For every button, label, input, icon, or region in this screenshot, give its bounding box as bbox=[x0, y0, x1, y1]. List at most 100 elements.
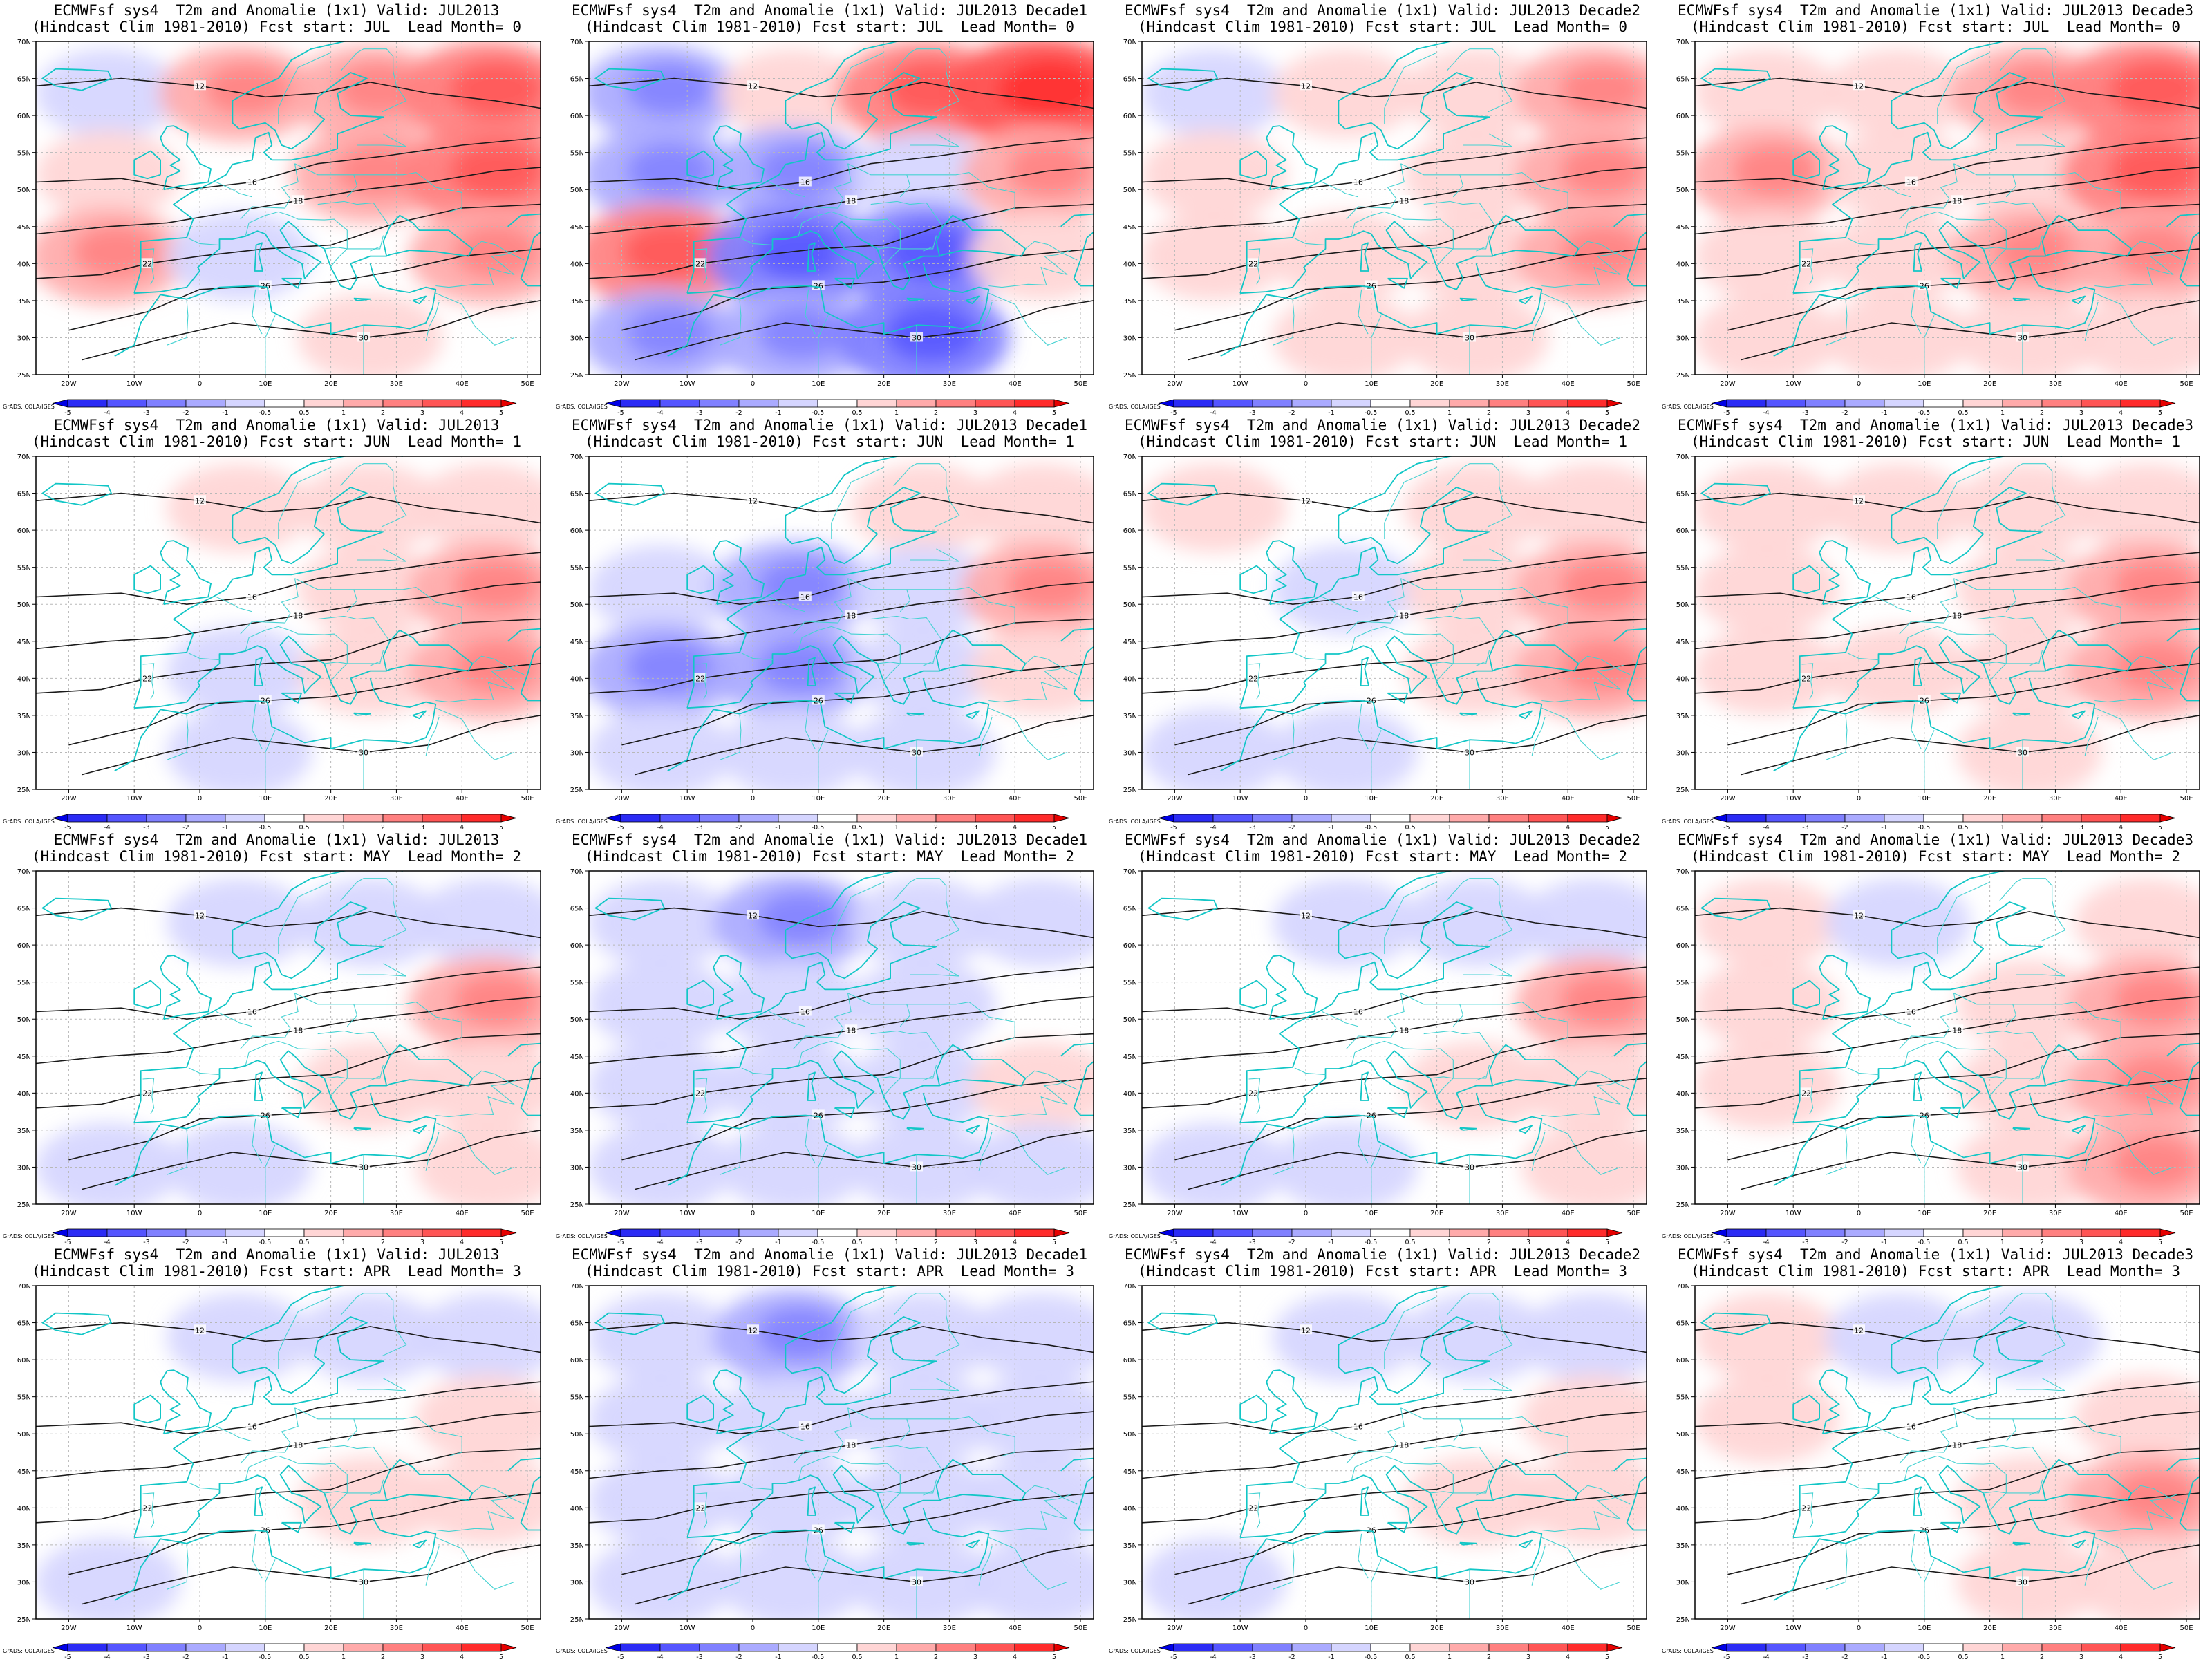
colorbar-label: 3 bbox=[1526, 409, 1530, 415]
lat-label: 40N bbox=[1123, 1505, 1137, 1512]
border-line bbox=[370, 246, 380, 252]
colorbar-label: -4 bbox=[657, 409, 663, 415]
coastline bbox=[807, 1071, 816, 1101]
coastline bbox=[906, 712, 924, 716]
map-figure: 12161822263070N65N60N55N50N45N40N35N30N2… bbox=[1662, 868, 2200, 1244]
lon-label: 20E bbox=[877, 1624, 890, 1632]
anomaly-area bbox=[415, 1041, 541, 1130]
isotherm-label: 22 bbox=[142, 1089, 152, 1098]
border-line bbox=[1430, 1076, 1454, 1096]
colorbar-box bbox=[1923, 1643, 1964, 1652]
colorbar-label: 0.5 bbox=[299, 409, 309, 415]
isotherm-label-bg bbox=[1918, 280, 1931, 290]
lon-label: 10W bbox=[1232, 795, 1248, 803]
lat-label: 30N bbox=[1676, 749, 1690, 757]
isotherm-label: 18 bbox=[1399, 1026, 1409, 1035]
lon-label: 40E bbox=[456, 380, 469, 388]
coastline bbox=[507, 213, 541, 287]
colorbar-label: 2 bbox=[2040, 409, 2044, 415]
border-line bbox=[1371, 315, 1382, 375]
lat-label: 40N bbox=[17, 261, 31, 268]
isotherm-16 bbox=[36, 1381, 541, 1435]
lon-label: 10W bbox=[679, 795, 695, 803]
panel-subtitle: (Hindcast Clim 1981-2010) Fcst start: JU… bbox=[584, 19, 1074, 35]
lat-label: 45N bbox=[1676, 639, 1690, 646]
isotherm-label: 22 bbox=[695, 259, 705, 268]
coastline bbox=[1773, 678, 2096, 771]
lat-label: 25N bbox=[1123, 372, 1137, 379]
border-line bbox=[240, 163, 299, 220]
border-line bbox=[357, 963, 406, 977]
border-line bbox=[1430, 247, 1454, 267]
lat-label: 60N bbox=[1123, 113, 1137, 120]
border-line bbox=[2131, 1485, 2184, 1505]
isotherm-label-bg bbox=[1951, 610, 1964, 620]
lon-label: 30E bbox=[390, 380, 403, 388]
colorbar-box bbox=[1409, 1228, 1450, 1237]
isotherm-22 bbox=[36, 1447, 541, 1524]
colorbar-arrow-left bbox=[1711, 399, 1727, 408]
colorbar-box bbox=[106, 814, 147, 823]
lon-label: 20E bbox=[1983, 380, 1996, 388]
border-line bbox=[2016, 133, 2065, 147]
colorbar-label: -1 bbox=[775, 1653, 781, 1659]
colorbar-label: -0.5 bbox=[1918, 824, 1931, 830]
border-line bbox=[2084, 716, 2099, 756]
border-line bbox=[1875, 181, 1912, 198]
map-figure: 12161822263070N65N60N55N50N45N40N35N30N2… bbox=[556, 39, 1094, 415]
lat-label: 65N bbox=[17, 1320, 31, 1328]
lat-label: 45N bbox=[1123, 1468, 1137, 1476]
colorbar-arrow-left bbox=[52, 814, 68, 823]
colorbar-box bbox=[699, 1643, 740, 1652]
lat-label: 60N bbox=[17, 1357, 31, 1365]
colorbar-box bbox=[1567, 1643, 1608, 1652]
colorbar-label: -3 bbox=[1802, 1653, 1808, 1659]
colorbar-box bbox=[67, 399, 108, 408]
colorbar-box bbox=[382, 1228, 423, 1237]
anomaly-core bbox=[2111, 1470, 2200, 1524]
colorbar-box bbox=[1884, 814, 1924, 823]
border-line bbox=[1351, 1455, 1490, 1494]
panel-subtitle: (Hindcast Clim 1981-2010) Fcst start: JU… bbox=[31, 433, 521, 450]
isotherm-label-bg bbox=[812, 1109, 825, 1120]
isotherm-22 bbox=[1142, 618, 1647, 694]
colorbar-box bbox=[343, 1643, 384, 1652]
lon-label: 40E bbox=[456, 1210, 469, 1217]
lat-label: 70N bbox=[1676, 1283, 1690, 1291]
border-line bbox=[245, 1455, 384, 1494]
isotherm-26 bbox=[621, 1492, 1094, 1575]
graticule bbox=[1142, 41, 1647, 375]
colorbar-label: -5 bbox=[64, 1653, 71, 1659]
isotherm-label: 12 bbox=[1301, 496, 1311, 505]
coastline bbox=[1239, 150, 1267, 180]
colorbar-label: 4 bbox=[2119, 409, 2123, 415]
lon-label: 0 bbox=[198, 1210, 202, 1217]
lat-label: 60N bbox=[570, 1357, 584, 1365]
border-line bbox=[805, 704, 816, 749]
isotherm-label: 12 bbox=[748, 82, 758, 91]
lon-label: 20E bbox=[877, 380, 890, 388]
isotherm-label: 18 bbox=[1399, 1441, 1409, 1450]
lat-label: 70N bbox=[1123, 39, 1137, 46]
coastline bbox=[1793, 214, 2133, 294]
country-borders bbox=[142, 48, 525, 375]
colorbar-label: 0.5 bbox=[852, 824, 862, 830]
colorbar-label: -5 bbox=[1723, 1239, 1730, 1244]
border-line bbox=[793, 1407, 852, 1464]
lat-label: 60N bbox=[1123, 1357, 1137, 1365]
colorbar-arrow-left bbox=[52, 1228, 68, 1237]
coastline bbox=[160, 125, 212, 191]
coastlines bbox=[1147, 456, 1647, 771]
colorbar-box bbox=[1291, 1643, 1332, 1652]
country-borders bbox=[142, 878, 525, 1204]
anomaly-area bbox=[968, 879, 1094, 967]
colorbar-label: 1 bbox=[1447, 824, 1452, 830]
border-line bbox=[425, 716, 440, 756]
lon-label: 0 bbox=[1857, 1624, 1861, 1632]
colorbar-box bbox=[896, 399, 937, 408]
colorbar-label: 2 bbox=[934, 1239, 938, 1244]
colorbar-label: -4 bbox=[1763, 1239, 1769, 1244]
isotherm-label-bg bbox=[259, 695, 272, 705]
lat-label: 35N bbox=[570, 298, 584, 306]
isotherm-label: 18 bbox=[293, 196, 303, 205]
